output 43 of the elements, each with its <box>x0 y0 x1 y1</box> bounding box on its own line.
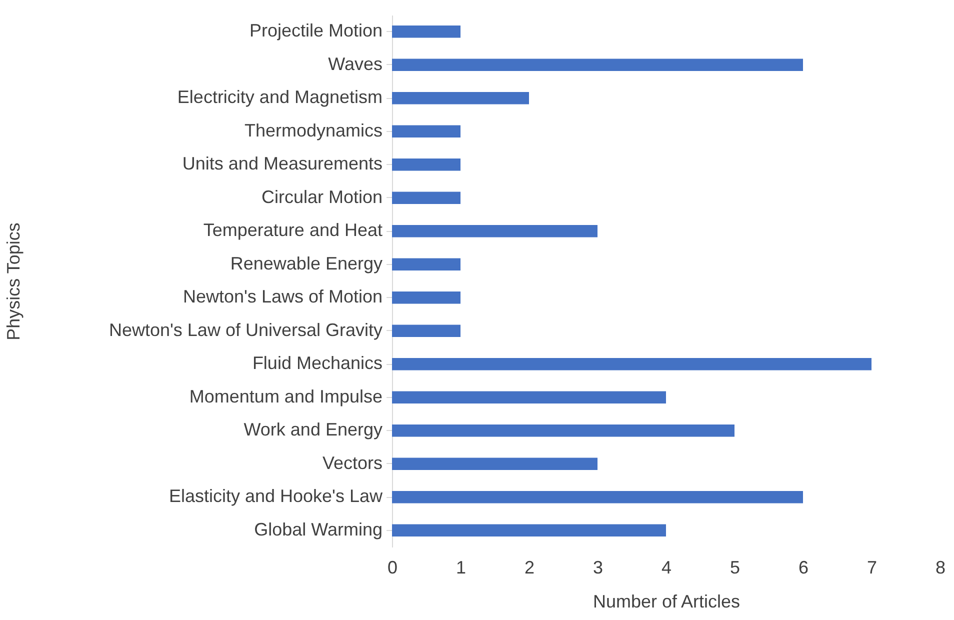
bar <box>392 458 598 470</box>
y-tick-label: Newton's Law of Universal Gravity <box>108 320 382 340</box>
y-tick-label: Vectors <box>322 452 382 473</box>
y-tick-label: Fluid Mechanics <box>252 353 382 374</box>
x-tick-label: 7 <box>866 558 878 578</box>
bar <box>392 490 803 504</box>
y-tick-label: Electricity and Magnetism <box>177 87 382 108</box>
bar <box>392 291 460 304</box>
y-axis-title: Physics Topics <box>4 222 24 340</box>
x-tick-label: 4 <box>661 558 672 578</box>
y-tick-label: Renewable Energy <box>230 253 382 274</box>
y-tick-label: Circular Motion <box>261 186 382 207</box>
x-tick-label: 3 <box>592 558 604 578</box>
y-tick-label: Newton's Laws of Motion <box>182 286 382 307</box>
y-tick-label: Thermodynamics <box>244 120 382 140</box>
y-tick-label: Waves <box>328 54 382 74</box>
bar <box>392 524 666 537</box>
bar <box>392 324 460 338</box>
y-tick-label: Temperature and Heat <box>203 220 382 240</box>
bar <box>392 125 460 138</box>
y-tick-label: Elasticity and Hooke's Law <box>168 486 384 506</box>
x-tick-label: 2 <box>524 558 535 578</box>
bar <box>392 424 734 437</box>
x-tick-label: 8 <box>935 558 946 578</box>
y-tick-label: Units and Measurements <box>182 154 382 174</box>
x-tick-label: 0 <box>387 558 398 578</box>
x-tick-label: 1 <box>456 558 466 578</box>
y-tick-label: Projectile Motion <box>249 20 382 41</box>
bar <box>392 391 666 404</box>
bar <box>392 58 803 72</box>
y-tick-label: Work and Energy <box>244 420 382 440</box>
bar <box>392 25 460 38</box>
bar <box>392 258 460 271</box>
x-tick-label: 5 <box>730 558 740 578</box>
bar <box>392 358 872 370</box>
x-tick-label: 6 <box>798 558 809 578</box>
bar <box>392 224 598 238</box>
bar <box>392 192 460 204</box>
bar <box>392 158 460 171</box>
y-tick-label: Momentum and Impulse <box>189 386 382 406</box>
y-tick-label: Global Warming <box>254 519 382 540</box>
x-axis-title: Number of Articles <box>592 592 740 612</box>
bar <box>392 92 529 104</box>
